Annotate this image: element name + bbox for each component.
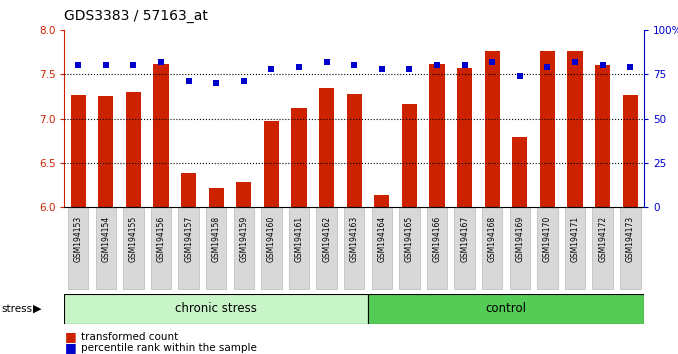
Text: GSM194163: GSM194163 (350, 216, 359, 262)
Text: GSM194166: GSM194166 (433, 216, 441, 262)
Text: percentile rank within the sample: percentile rank within the sample (81, 343, 257, 353)
Text: GSM194169: GSM194169 (515, 216, 524, 262)
Point (459, 63, 470, 68)
Bar (181, 173, 196, 207)
Point (542, 64, 553, 70)
Bar (153, 64, 169, 207)
Text: GSM194159: GSM194159 (239, 216, 248, 262)
Text: GSM194167: GSM194167 (460, 216, 469, 262)
FancyBboxPatch shape (565, 208, 585, 290)
Point (432, 63, 443, 68)
Text: GSM194153: GSM194153 (74, 216, 83, 262)
Point (597, 63, 608, 68)
Text: GSM194170: GSM194170 (543, 216, 552, 262)
FancyBboxPatch shape (178, 208, 199, 290)
Text: ■: ■ (64, 341, 76, 354)
Bar (368, 294, 644, 324)
Point (128, 63, 139, 68)
FancyBboxPatch shape (206, 208, 226, 290)
FancyBboxPatch shape (537, 208, 558, 290)
Text: transformed count: transformed count (81, 332, 178, 342)
Bar (264, 121, 279, 207)
Text: ▶: ▶ (33, 304, 41, 314)
FancyBboxPatch shape (593, 208, 613, 290)
Point (211, 80, 222, 86)
FancyBboxPatch shape (289, 208, 309, 290)
FancyBboxPatch shape (96, 208, 116, 290)
Point (321, 59, 332, 65)
FancyBboxPatch shape (454, 208, 475, 290)
FancyBboxPatch shape (261, 208, 281, 290)
Text: GSM194156: GSM194156 (157, 216, 165, 262)
Bar (236, 182, 252, 207)
Text: GSM194164: GSM194164 (378, 216, 386, 262)
FancyBboxPatch shape (123, 208, 144, 290)
Bar (622, 95, 638, 207)
FancyBboxPatch shape (344, 208, 365, 290)
Bar (513, 137, 527, 207)
Point (487, 59, 498, 65)
Bar (457, 68, 473, 207)
Text: GSM194158: GSM194158 (212, 216, 221, 262)
Text: stress: stress (1, 304, 33, 314)
Bar (429, 64, 445, 207)
Text: GSM194154: GSM194154 (101, 216, 111, 262)
Text: chronic stress: chronic stress (176, 302, 257, 315)
Text: control: control (485, 302, 527, 315)
Bar (98, 96, 113, 207)
Bar (209, 188, 224, 207)
Text: GSM194161: GSM194161 (294, 216, 304, 262)
Point (294, 64, 304, 70)
FancyBboxPatch shape (620, 208, 641, 290)
FancyBboxPatch shape (151, 208, 172, 290)
Point (376, 66, 387, 72)
Text: GSM194155: GSM194155 (129, 216, 138, 262)
Bar (540, 51, 555, 207)
Point (570, 59, 580, 65)
FancyBboxPatch shape (510, 208, 530, 290)
Point (348, 63, 359, 68)
FancyBboxPatch shape (317, 208, 337, 290)
Text: GSM194171: GSM194171 (571, 216, 580, 262)
Text: GSM194172: GSM194172 (598, 216, 607, 262)
Text: GSM194165: GSM194165 (405, 216, 414, 262)
Bar (64, 294, 368, 324)
Point (239, 79, 250, 84)
Point (404, 66, 415, 72)
Point (183, 79, 194, 84)
Point (515, 73, 525, 79)
FancyBboxPatch shape (68, 208, 88, 290)
Text: GDS3383 / 57163_at: GDS3383 / 57163_at (64, 9, 208, 23)
Text: GSM194160: GSM194160 (267, 216, 276, 262)
Text: GSM194162: GSM194162 (322, 216, 331, 262)
Bar (292, 108, 306, 207)
Point (625, 64, 636, 70)
Point (156, 59, 167, 65)
Bar (402, 104, 417, 207)
Text: GSM194168: GSM194168 (487, 216, 497, 262)
Bar (374, 195, 389, 207)
Point (266, 66, 277, 72)
Point (100, 63, 111, 68)
Bar (126, 92, 141, 207)
Bar (346, 94, 362, 207)
FancyBboxPatch shape (372, 208, 392, 290)
Point (73, 63, 83, 68)
Bar (485, 51, 500, 207)
Bar (567, 51, 582, 207)
Bar (595, 65, 610, 207)
Bar (319, 88, 334, 207)
Text: GSM194173: GSM194173 (626, 216, 635, 262)
FancyBboxPatch shape (427, 208, 447, 290)
Bar (71, 95, 86, 207)
FancyBboxPatch shape (399, 208, 420, 290)
Text: ■: ■ (64, 331, 76, 343)
FancyBboxPatch shape (234, 208, 254, 290)
FancyBboxPatch shape (482, 208, 502, 290)
Text: GSM194157: GSM194157 (184, 216, 193, 262)
